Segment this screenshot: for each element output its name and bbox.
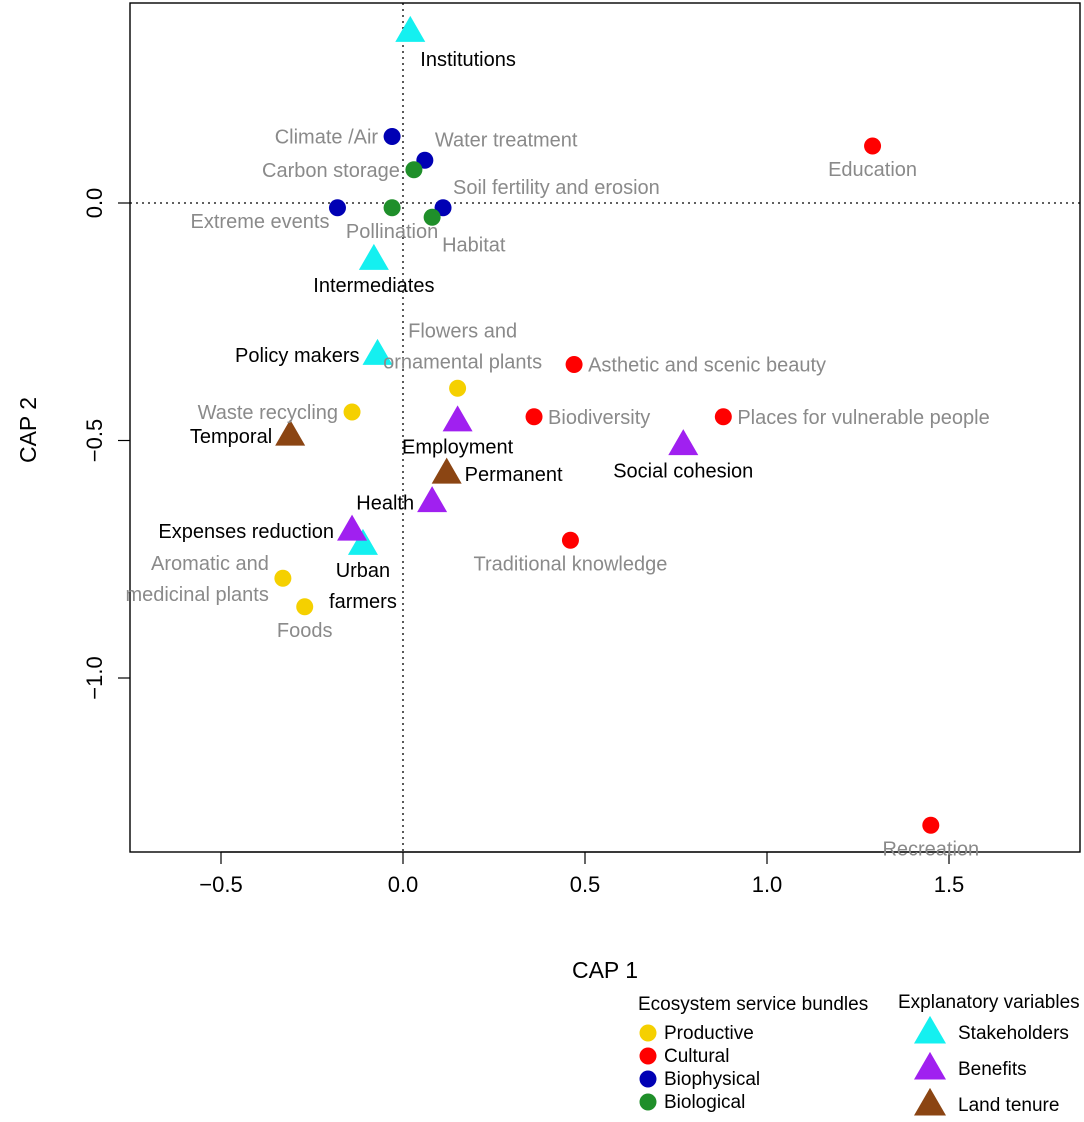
x-tick-label: 1.0: [752, 872, 783, 897]
point-label-asthetic-and-scenic-beauty: Asthetic and scenic beauty: [588, 355, 826, 377]
point-waste-recycling: [343, 403, 361, 421]
point-urban-farmers: [347, 528, 378, 555]
point-label-foods: Foods: [277, 620, 333, 642]
legend-label-biophysical: Biophysical: [664, 1069, 760, 1090]
legend-label-productive: Productive: [664, 1023, 754, 1044]
point-foods: [296, 598, 314, 616]
point-places-for-vulnerable-people: [714, 408, 732, 426]
point-label-intermediates: Intermediates: [313, 275, 434, 297]
point-label-habitat: Habitat: [442, 234, 506, 256]
legend-label-biological: Biological: [664, 1092, 745, 1113]
point-label-climate-air: Climate /Air: [275, 127, 379, 149]
point-pollination: [383, 199, 401, 217]
legend-swatch-biological: [639, 1093, 657, 1111]
point-temporal: [275, 419, 306, 446]
point-aromatic-and-medicinal-plants: [274, 569, 292, 587]
point-label-waste-recycling: Waste recycling: [198, 402, 338, 424]
point-label-policy-makers: Policy makers: [235, 345, 359, 367]
point-extreme-events: [328, 199, 346, 217]
point-label-traditional-knowledge: Traditional knowledge: [474, 553, 668, 575]
point-asthetic-and-scenic-beauty: [565, 356, 583, 373]
x-tick-label: −0.5: [199, 872, 242, 897]
y-axis: 0.0 −0.5 −1.0: [82, 188, 130, 700]
y-axis-title: CAP 2: [15, 397, 41, 463]
x-axis-title: CAP 1: [572, 957, 638, 983]
point-flowers-and-ornamental-plants: [449, 379, 467, 397]
point-label-biodiversity: Biodiversity: [548, 407, 650, 429]
point-label-institutions: Institutions: [420, 49, 516, 71]
legend-ecosystem-service-bundles: Ecosystem service bundles ProductiveCultu…: [638, 994, 868, 1113]
point-social-cohesion: [668, 429, 699, 456]
legend-swatch-productive: [639, 1024, 657, 1042]
x-tick-label: 1.5: [934, 872, 965, 897]
point-expenses-reduction: [337, 514, 368, 541]
point-label-soil-fertility-and-erosion: Soil fertility and erosion: [453, 177, 660, 199]
point-label-expenses-reduction: Expenses reduction: [158, 521, 334, 543]
point-habitat: [423, 208, 441, 226]
legend-label-benefits: Benefits: [958, 1059, 1027, 1080]
legend-swatch-land-tenure: [914, 1087, 946, 1116]
x-tick-label: 0.5: [570, 872, 601, 897]
point-climate-air: [383, 128, 401, 145]
point-label-temporal: Temporal: [190, 426, 272, 448]
point-traditional-knowledge: [561, 531, 579, 549]
y-tick-label: −0.5: [82, 419, 107, 462]
point-recreation: [922, 816, 940, 834]
x-tick-label: 0.0: [388, 872, 419, 897]
point-label-aromatic-and-medicinal-plants: Aromatic and medicinal plants: [125, 553, 268, 606]
y-tick-label: 0.0: [82, 188, 107, 219]
point-label-places-for-vulnerable-people: Places for vulnerable people: [737, 407, 989, 429]
legend-title: Explanatory variables: [898, 992, 1080, 1013]
legend-swatch-biophysical: [639, 1070, 657, 1088]
data-points: [274, 15, 940, 834]
legend-explanatory-variables: Explanatory variables Stakeholders Benefit…: [898, 992, 1080, 1116]
legend-label-cultural: Cultural: [664, 1046, 729, 1067]
point-carbon-storage: [405, 161, 423, 179]
legend-title: Ecosystem service bundles: [638, 994, 868, 1015]
point-permanent: [431, 457, 462, 484]
point-label-recreation: Recreation: [882, 838, 979, 860]
point-label-education: Education: [828, 159, 917, 181]
legend-label-land-tenure: Land tenure: [958, 1095, 1059, 1116]
point-label-permanent: Permanent: [465, 464, 563, 486]
point-health: [417, 486, 448, 513]
point-label-social-cohesion: Social cohesion: [613, 460, 753, 482]
point-label-employment: Employment: [402, 437, 514, 459]
point-biodiversity: [525, 408, 543, 426]
point-employment: [442, 405, 473, 432]
reference-lines: [130, 3, 1080, 852]
legend-swatch-cultural: [639, 1047, 657, 1065]
point-label-pollination: Pollination: [346, 221, 438, 243]
legend-label-stakeholders: Stakeholders: [958, 1023, 1069, 1044]
point-policy-makers: [362, 338, 393, 365]
point-label-carbon-storage: Carbon storage: [262, 160, 400, 182]
x-axis: −0.5 0.0 0.5 1.0 1.5: [199, 851, 965, 897]
point-intermediates: [358, 243, 389, 270]
point-label-extreme-events: Extreme events: [191, 211, 330, 233]
point-label-urban-farmers: Urban farmers: [329, 560, 397, 613]
point-labels: Education Recreation Asthetic and scenic b…: [125, 49, 989, 860]
legend-swatch-benefits: [914, 1051, 946, 1080]
point-label-flowers-and-ornamental-plants: Flowers and ornamental plants: [383, 320, 542, 373]
point-label-health: Health: [356, 492, 414, 514]
point-education: [864, 137, 882, 155]
point-label-water-treatment: Water treatment: [435, 129, 578, 151]
legend-swatch-stakeholders: [914, 1015, 946, 1044]
y-tick-label: −1.0: [82, 656, 107, 699]
point-institutions: [395, 15, 426, 42]
